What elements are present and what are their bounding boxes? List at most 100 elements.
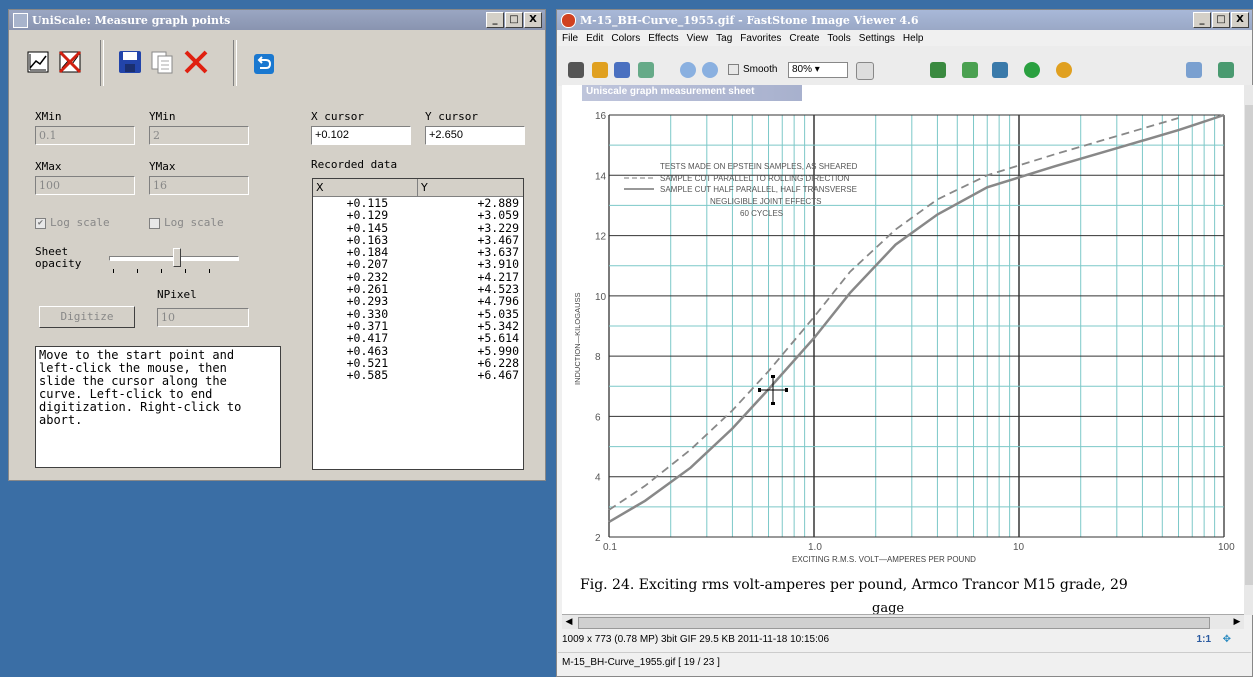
cell-y: +6.228 — [477, 355, 519, 370]
nav-icon[interactable]: ✥ — [1222, 634, 1231, 645]
menu-tools[interactable]: Tools — [827, 32, 851, 44]
horizontal-scrollbar[interactable]: ◀ ▶ — [562, 614, 1244, 629]
viewer-minimize-button[interactable]: _ — [1193, 12, 1211, 28]
table-row[interactable]: +0.330 +5.035 — [313, 306, 523, 321]
menu-create[interactable]: Create — [789, 32, 820, 44]
smooth-checkbox[interactable]: Smooth — [728, 64, 777, 75]
save-button[interactable] — [115, 46, 145, 78]
table-row[interactable]: +0.184 +3.637 — [313, 246, 523, 259]
menu-favorites[interactable]: Favorites — [740, 32, 782, 44]
cell-x: +0.521 — [346, 355, 389, 370]
image-canvas[interactable]: 16 14 12 10 8 6 4 2 0.1 1.0 10 100 INDUCTION—KILOGAU… — [562, 85, 1244, 615]
menu-settings[interactable]: Settings — [858, 32, 895, 44]
table-row[interactable]: +0.417 +5.614 — [313, 332, 523, 345]
rotate-icon[interactable] — [930, 62, 946, 78]
zoom-in-icon[interactable] — [680, 62, 696, 78]
y-tick-label: 8 — [595, 352, 601, 363]
vscroll-thumb[interactable] — [1245, 105, 1253, 585]
digitize-button[interactable]: Digitize — [39, 306, 135, 328]
y-tick-label: 4 — [595, 473, 601, 484]
save-icon[interactable] — [614, 62, 630, 78]
table-row[interactable]: +0.261 +4.523 — [313, 283, 523, 296]
table-row[interactable]: +0.521 +6.228 — [313, 355, 523, 370]
table-row[interactable]: +0.585 +6.467 — [313, 369, 523, 382]
delete-button[interactable] — [181, 46, 211, 78]
x-cursor-label: X cursor — [311, 110, 364, 123]
menu-view[interactable]: View — [686, 32, 709, 44]
zoom-select[interactable]: 80% ▾ — [788, 62, 848, 78]
crop-icon[interactable] — [992, 62, 1008, 78]
table-row[interactable]: +0.232 +4.217 — [313, 269, 523, 284]
table-row[interactable]: +0.463 +5.990 — [313, 343, 523, 358]
column-header-y[interactable]: Y — [418, 179, 523, 196]
table-row[interactable]: +0.371 +5.342 — [313, 320, 523, 333]
toolbar-separator — [100, 40, 104, 86]
zoom-out-icon[interactable] — [702, 62, 718, 78]
clipboard-icon[interactable] — [568, 62, 584, 78]
viewer-maximize-button[interactable]: □ — [1212, 12, 1230, 28]
menu-edit[interactable]: Edit — [586, 32, 604, 44]
person-icon[interactable] — [1024, 62, 1040, 78]
table-row[interactable]: +0.163 +3.467 — [313, 232, 523, 247]
log-scale-x-checkbox[interactable]: ✔ Log scale — [35, 216, 110, 229]
graph-icon — [27, 51, 49, 73]
clear-graph-button[interactable] — [55, 46, 85, 78]
vertical-scrollbar[interactable] — [1244, 85, 1253, 615]
table-row[interactable]: +0.207 +3.910 — [313, 258, 523, 271]
y-axis-label: INDUCTION—KILOGAUSS — [573, 292, 582, 385]
slider-thumb[interactable] — [173, 248, 181, 267]
save-icon — [119, 51, 141, 73]
log-scale-y-checkbox[interactable]: Log scale — [149, 216, 224, 229]
checkbox-icon — [728, 64, 739, 75]
maximize-button[interactable]: □ — [505, 12, 523, 28]
recorded-data-table[interactable]: X Y +0.115 +2.889 +0.129 +3.059 +0.145 +3.229… — [312, 178, 524, 470]
uniscale-titlebar[interactable]: UniScale: Measure graph points _ □ X — [9, 10, 545, 30]
scroll-thumb[interactable] — [578, 617, 1210, 629]
uniscale-title: UniScale: Measure graph points — [32, 13, 231, 27]
undo-button[interactable] — [249, 48, 279, 80]
x-tick-label: 100 — [1218, 542, 1235, 553]
viewer-close-button[interactable]: X — [1231, 12, 1249, 28]
cell-y: +5.990 — [477, 343, 519, 358]
open-folder-icon[interactable] — [592, 62, 608, 78]
checkmark-icon: ✔ — [35, 217, 46, 229]
legend-text: NEGLIGIBLE JOINT EFFECTS — [710, 197, 821, 206]
table-row[interactable]: +0.145 +3.229 — [313, 220, 523, 235]
graph-icon-button[interactable] — [23, 46, 53, 78]
grid-icon[interactable] — [1186, 62, 1202, 78]
image-icon[interactable] — [962, 62, 978, 78]
legend-text: SAMPLE CUT PARALLEL TO ROLLING DIRECTION — [660, 174, 850, 183]
minimize-button[interactable]: _ — [486, 12, 504, 28]
xmax-label: XMax — [35, 160, 62, 173]
cell-y: +5.035 — [477, 306, 519, 321]
settings-sun-icon[interactable] — [1056, 62, 1072, 78]
uniscale-window: UniScale: Measure graph points _ □ X XMi… — [8, 9, 546, 481]
hand-tool-icon[interactable] — [856, 62, 874, 80]
table-row[interactable]: +0.293 +4.796 — [313, 295, 523, 308]
menu-help[interactable]: Help — [902, 32, 924, 44]
menu-colors[interactable]: Colors — [611, 32, 641, 44]
cell-x: +0.115 — [346, 196, 389, 210]
menu-tag[interactable]: Tag — [716, 32, 733, 44]
table-row[interactable]: +0.129 +3.059 — [313, 209, 523, 222]
table-row[interactable]: +0.115 +2.889 — [313, 196, 523, 210]
column-header-x[interactable]: X — [313, 179, 418, 196]
scroll-right-icon[interactable]: ▶ — [1233, 617, 1241, 627]
opacity-slider[interactable] — [109, 246, 239, 274]
scroll-left-icon[interactable]: ◀ — [565, 617, 573, 627]
menu-file[interactable]: File — [562, 32, 579, 44]
zoom-ratio[interactable]: 1:1 — [1196, 634, 1211, 645]
menu-effects[interactable]: Effects — [648, 32, 679, 44]
curve-dashed — [608, 117, 1179, 511]
ymin-field: 2 — [149, 126, 249, 145]
copy-button[interactable] — [147, 46, 177, 78]
viewer-titlebar[interactable]: M-15_BH-Curve_1955.gif - FastStone Image… — [557, 10, 1252, 30]
instructions-box: Move to the start point and left-click t… — [35, 346, 281, 468]
cell-x: +0.163 — [346, 232, 389, 247]
cell-x: +0.145 — [346, 220, 389, 235]
close-button[interactable]: X — [524, 12, 542, 28]
print-icon[interactable] — [638, 62, 654, 78]
file-index-text: M-15_BH-Curve_1955.gif [ 19 / 23 ] — [562, 657, 720, 668]
fit-icon[interactable] — [1218, 62, 1234, 78]
cell-x: +0.232 — [346, 269, 389, 284]
